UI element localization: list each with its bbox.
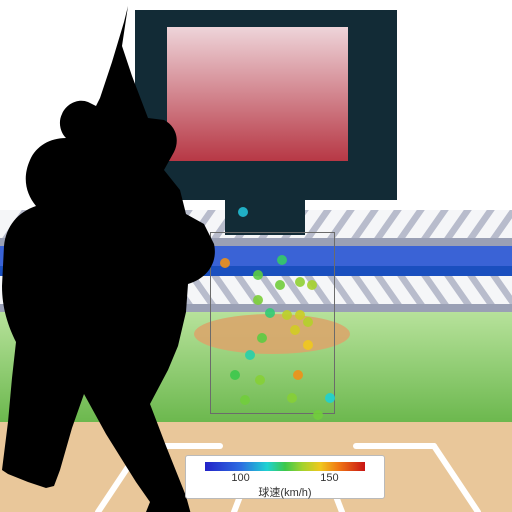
- legend-tick: 150: [317, 472, 341, 484]
- pitch-location-chart: 100 150球速(km/h): [0, 0, 512, 512]
- legend-tick: 100: [229, 472, 253, 484]
- batter-silhouette: [0, 0, 512, 512]
- legend-axis-label: 球速(km/h): [185, 484, 385, 500]
